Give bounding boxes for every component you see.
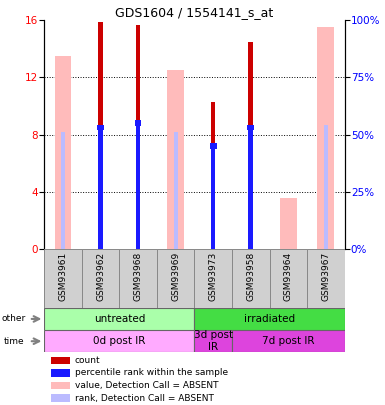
Bar <box>232 330 345 352</box>
Bar <box>44 308 194 330</box>
Bar <box>194 330 232 352</box>
Bar <box>44 249 82 308</box>
Bar <box>157 249 194 308</box>
Text: count: count <box>75 356 100 365</box>
Text: GSM93969: GSM93969 <box>171 252 180 301</box>
Bar <box>194 308 345 330</box>
Bar <box>55 56 72 249</box>
Bar <box>167 70 184 249</box>
Bar <box>324 125 328 249</box>
Text: GSM93958: GSM93958 <box>246 252 255 301</box>
Bar <box>98 128 103 249</box>
Bar <box>119 249 157 308</box>
Bar <box>136 123 141 249</box>
Bar <box>61 132 65 249</box>
Text: GSM93962: GSM93962 <box>96 252 105 301</box>
Text: GSM93961: GSM93961 <box>59 252 67 301</box>
Text: GSM93964: GSM93964 <box>284 252 293 301</box>
Bar <box>97 125 104 130</box>
Bar <box>211 102 216 249</box>
Text: time: time <box>4 337 25 345</box>
Bar <box>136 25 141 249</box>
Bar <box>210 143 217 149</box>
Bar <box>270 249 307 308</box>
Bar <box>211 146 216 249</box>
Bar <box>135 120 142 126</box>
Text: other: other <box>2 314 26 324</box>
Bar <box>174 132 177 249</box>
Bar <box>51 369 70 377</box>
Text: GSM93968: GSM93968 <box>134 252 142 301</box>
Bar <box>280 198 297 249</box>
Text: GSM93967: GSM93967 <box>321 252 330 301</box>
Bar <box>51 382 70 389</box>
Text: untreated: untreated <box>94 314 145 324</box>
Text: value, Detection Call = ABSENT: value, Detection Call = ABSENT <box>75 381 218 390</box>
Title: GDS1604 / 1554141_s_at: GDS1604 / 1554141_s_at <box>115 6 274 19</box>
Bar <box>248 42 253 249</box>
Text: 7d post IR: 7d post IR <box>262 336 315 346</box>
Bar <box>98 22 103 249</box>
Bar <box>232 249 270 308</box>
Text: 3d post
IR: 3d post IR <box>194 330 233 352</box>
Bar <box>194 249 232 308</box>
Text: percentile rank within the sample: percentile rank within the sample <box>75 369 228 377</box>
Bar <box>307 249 345 308</box>
Text: irradiated: irradiated <box>244 314 295 324</box>
Bar <box>51 394 70 402</box>
Bar <box>248 128 253 249</box>
Text: GSM93973: GSM93973 <box>209 252 218 301</box>
Bar <box>247 125 254 130</box>
Bar <box>82 249 119 308</box>
Text: 0d post IR: 0d post IR <box>93 336 146 346</box>
Bar <box>44 330 194 352</box>
Text: rank, Detection Call = ABSENT: rank, Detection Call = ABSENT <box>75 394 214 403</box>
Bar <box>51 356 70 364</box>
Bar <box>317 28 334 249</box>
